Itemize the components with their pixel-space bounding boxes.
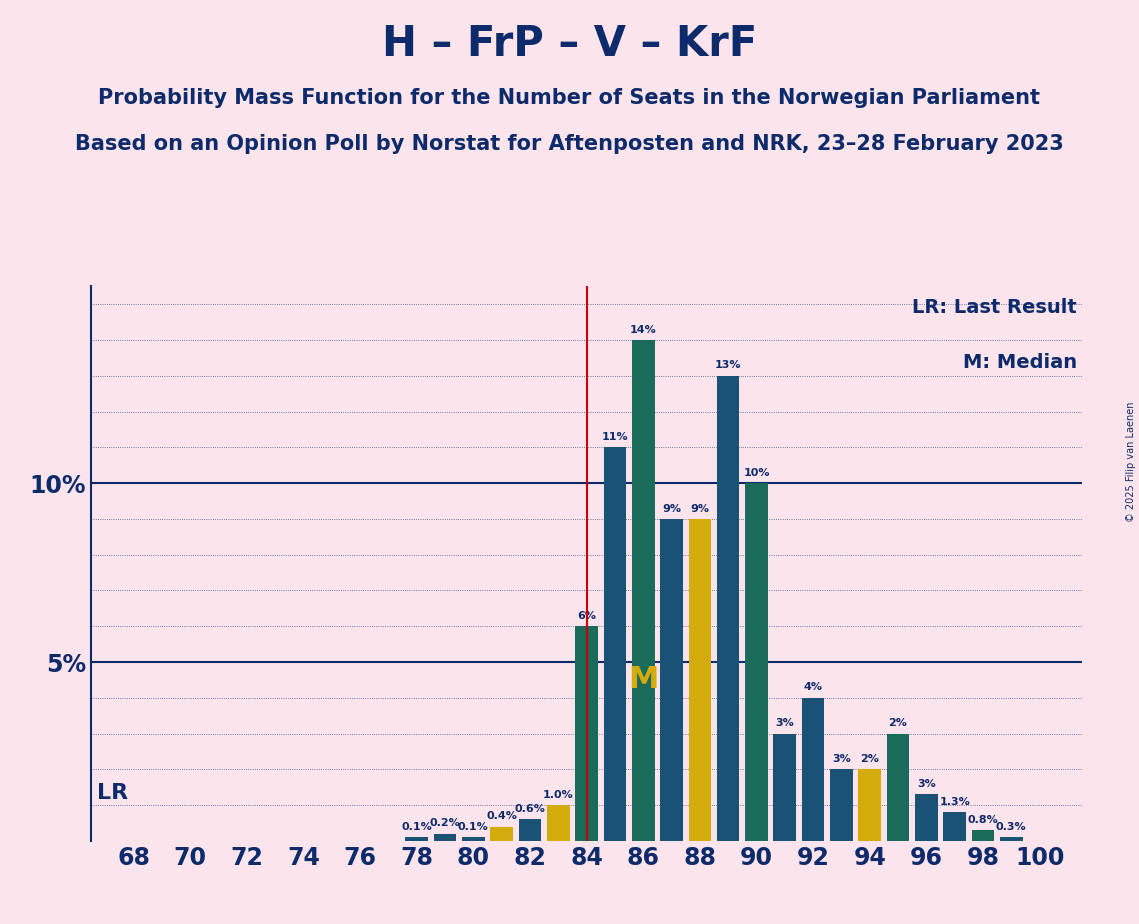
- Bar: [972, 830, 994, 841]
- Text: 1.0%: 1.0%: [543, 790, 574, 799]
- Text: 2%: 2%: [860, 754, 879, 764]
- Bar: [575, 626, 598, 841]
- Bar: [716, 376, 739, 841]
- Text: M: M: [628, 665, 658, 694]
- Text: 0.4%: 0.4%: [486, 811, 517, 821]
- Text: 4%: 4%: [804, 683, 822, 692]
- Bar: [462, 837, 485, 841]
- Bar: [886, 734, 909, 841]
- Text: 0.2%: 0.2%: [429, 819, 460, 828]
- Text: 9%: 9%: [662, 504, 681, 514]
- Text: © 2025 Filip van Laenen: © 2025 Filip van Laenen: [1126, 402, 1136, 522]
- Bar: [490, 827, 513, 841]
- Bar: [915, 795, 937, 841]
- Text: 10%: 10%: [744, 468, 770, 478]
- Text: 13%: 13%: [715, 360, 741, 371]
- Bar: [802, 698, 825, 841]
- Text: 0.1%: 0.1%: [458, 822, 489, 832]
- Bar: [547, 805, 570, 841]
- Text: 9%: 9%: [690, 504, 710, 514]
- Text: 0.6%: 0.6%: [515, 804, 546, 814]
- Text: Based on an Opinion Poll by Norstat for Aftenposten and NRK, 23–28 February 2023: Based on an Opinion Poll by Norstat for …: [75, 134, 1064, 154]
- Bar: [405, 837, 428, 841]
- Text: 6%: 6%: [577, 611, 596, 621]
- Bar: [518, 820, 541, 841]
- Text: 3%: 3%: [917, 779, 936, 789]
- Bar: [632, 340, 655, 841]
- Bar: [688, 519, 711, 841]
- Bar: [773, 734, 796, 841]
- Bar: [661, 519, 683, 841]
- Text: 11%: 11%: [601, 432, 629, 442]
- Bar: [830, 770, 853, 841]
- Text: Probability Mass Function for the Number of Seats in the Norwegian Parliament: Probability Mass Function for the Number…: [98, 88, 1041, 108]
- Bar: [943, 812, 966, 841]
- Bar: [434, 833, 457, 841]
- Text: 0.1%: 0.1%: [401, 822, 432, 832]
- Text: 2%: 2%: [888, 718, 908, 728]
- Text: 3%: 3%: [831, 754, 851, 764]
- Text: LR: Last Result: LR: Last Result: [912, 298, 1077, 317]
- Text: LR: LR: [97, 783, 128, 803]
- Bar: [745, 483, 768, 841]
- Text: 14%: 14%: [630, 324, 656, 334]
- Text: H – FrP – V – KrF: H – FrP – V – KrF: [382, 23, 757, 65]
- Text: 0.3%: 0.3%: [995, 822, 1026, 832]
- Text: 0.8%: 0.8%: [968, 815, 998, 825]
- Text: M: Median: M: Median: [962, 353, 1077, 372]
- Bar: [1000, 837, 1023, 841]
- Text: 3%: 3%: [776, 718, 794, 728]
- Bar: [859, 770, 882, 841]
- Text: 1.3%: 1.3%: [940, 796, 970, 807]
- Bar: [604, 447, 626, 841]
